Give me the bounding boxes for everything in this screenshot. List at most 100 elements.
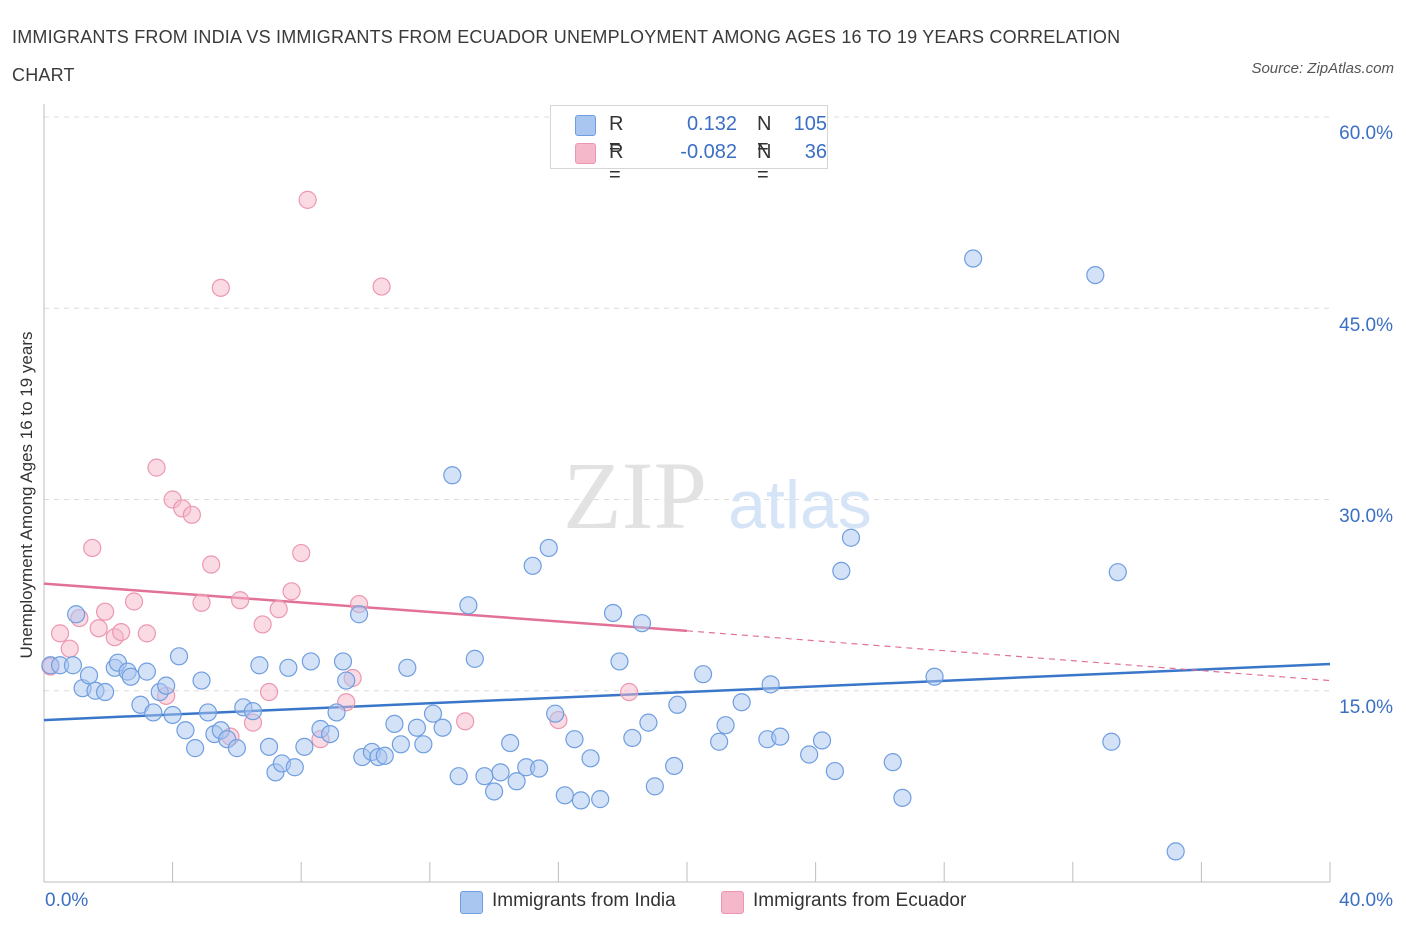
data-point-india [555, 786, 574, 805]
data-point-ecuador [147, 458, 166, 477]
x-tick-label-max: 40.0% [1339, 890, 1393, 911]
data-point-india [295, 737, 314, 756]
y-tick-label-15: 15.0% [1339, 697, 1393, 718]
data-point-ecuador [50, 624, 70, 643]
data-point-india [67, 605, 86, 624]
legend-n-value: 36 [804, 141, 827, 163]
data-point-india [523, 556, 542, 575]
data-point-india [761, 675, 780, 694]
data-point-ecuador [372, 277, 391, 296]
data-point-india [79, 666, 99, 685]
legend-n-value: 105 [793, 113, 827, 135]
data-point-india [398, 658, 417, 677]
data-point-india [893, 788, 912, 807]
data-point-india [279, 658, 298, 677]
data-point-india [385, 714, 404, 734]
data-point-india [192, 671, 211, 690]
data-point-india [546, 704, 565, 723]
data-points [41, 190, 1185, 861]
data-point-india [668, 695, 687, 714]
data-point-india [800, 745, 819, 764]
data-point-india [825, 761, 844, 781]
data-point-india [327, 703, 346, 722]
legend-swatch-ecuador [721, 891, 744, 914]
data-point-india [375, 746, 394, 765]
axes [43, 104, 1331, 883]
data-point-ecuador [112, 622, 131, 642]
data-point-india [449, 767, 468, 786]
legend-swatch-india [575, 115, 596, 136]
data-point-ecuador [89, 619, 108, 638]
legend-r-value: 0.132 [686, 113, 737, 135]
data-point-ecuador [182, 505, 201, 524]
data-point-india [693, 665, 713, 684]
data-point-india [639, 713, 658, 732]
data-point-india [157, 676, 176, 695]
data-point-india [414, 735, 433, 754]
data-point-india [501, 733, 520, 753]
y-tick-label-45: 45.0% [1339, 315, 1393, 336]
data-point-india [407, 718, 427, 737]
data-point-india [1102, 732, 1121, 751]
data-point-india [137, 662, 156, 681]
legend-r-label: R = [609, 113, 624, 158]
data-point-india [925, 667, 944, 686]
data-point-ecuador [269, 600, 288, 619]
data-point-india [186, 739, 205, 758]
source-label: Source: ZipAtlas.com [1251, 60, 1394, 77]
data-point-ecuador [259, 682, 279, 702]
data-point-ecuador [95, 602, 115, 621]
data-point-india [732, 693, 751, 712]
data-point-ecuador [202, 555, 221, 574]
data-point-india [841, 528, 861, 547]
data-point-ecuador [231, 591, 250, 610]
data-point-india [1166, 842, 1185, 861]
data-point-india [610, 652, 629, 671]
data-point-india [301, 652, 320, 671]
data-point-ecuador [253, 615, 272, 634]
y-axis-label: Unemployment Among Ages 16 to 19 years [17, 331, 36, 659]
data-point-india [198, 703, 218, 722]
legend-swatch-ecuador [575, 143, 596, 164]
data-point-india [475, 767, 494, 786]
data-point-india [645, 777, 664, 796]
data-point-india [391, 735, 410, 754]
data-point-india [459, 596, 478, 615]
data-point-india [665, 756, 684, 776]
legend-n-label: N = [757, 113, 772, 158]
data-point-india [771, 727, 790, 746]
x-tick-label-min: 0.0% [45, 890, 89, 911]
data-point-india [812, 731, 832, 750]
data-point-india [1086, 266, 1105, 285]
data-point-india [465, 649, 484, 668]
data-point-ecuador [124, 592, 144, 611]
data-point-ecuador [211, 278, 230, 297]
data-point-india [250, 656, 269, 675]
legend-r-label: R = [609, 141, 624, 186]
data-point-india [121, 667, 140, 686]
data-point-india [571, 791, 591, 810]
data-point-ecuador [620, 682, 639, 702]
data-point-india [883, 753, 902, 772]
y-tick-label-30: 30.0% [1339, 506, 1393, 527]
legend-r-value: -0.082 [680, 141, 737, 163]
data-point-india [333, 652, 353, 671]
data-point-india [623, 728, 642, 748]
legend-label-ecuador: Immigrants from Ecuador [753, 890, 967, 911]
data-point-india [285, 758, 304, 777]
data-point-india [832, 561, 851, 581]
data-point-ecuador [298, 190, 317, 209]
data-point-india [581, 749, 600, 768]
legend-label-india: Immigrants from India [492, 890, 676, 911]
data-point-india [591, 790, 610, 809]
data-point-india [710, 732, 729, 751]
data-point-india [603, 603, 623, 623]
legend-swatch-india [460, 891, 483, 914]
data-point-ecuador [456, 712, 475, 731]
data-point-india [176, 721, 195, 740]
data-point-india [337, 671, 356, 690]
data-point-india [321, 724, 340, 744]
data-point-india [485, 782, 504, 801]
data-point-india [227, 739, 246, 758]
